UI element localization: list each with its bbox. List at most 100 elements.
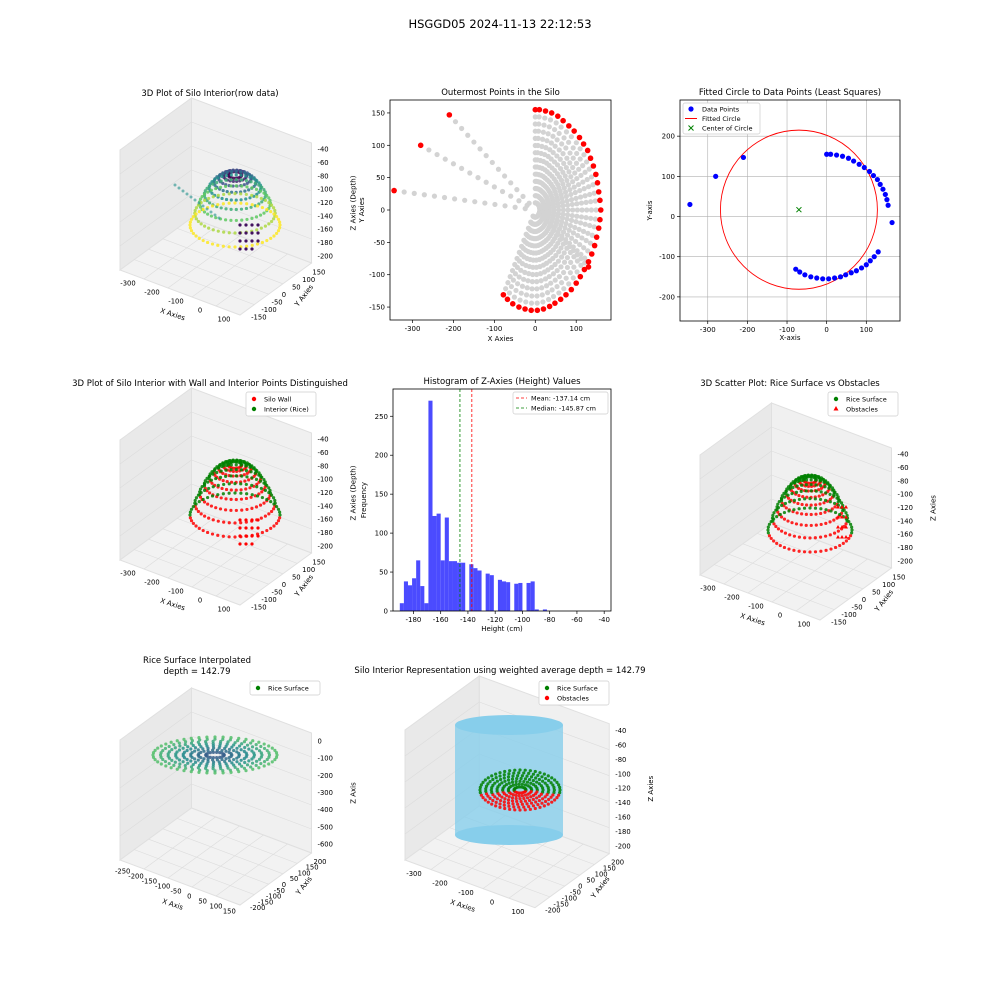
surface-point bbox=[234, 218, 238, 223]
histogram-bar bbox=[448, 561, 453, 611]
grid-line bbox=[699, 474, 772, 528]
ray-point bbox=[550, 133, 556, 139]
surface-point bbox=[498, 798, 503, 803]
surface-point bbox=[535, 780, 539, 784]
ray-point bbox=[520, 276, 527, 282]
surface-point bbox=[239, 192, 243, 196]
surface-point bbox=[491, 777, 495, 782]
chart-subtitle: depth = 142.79 bbox=[163, 667, 230, 677]
data-point bbox=[687, 201, 693, 208]
surface-point bbox=[203, 189, 207, 193]
surface-point bbox=[824, 491, 828, 495]
x-tick-label: -300 bbox=[700, 585, 715, 593]
chart-title: 3D Plot of Silo Interior with Wall and I… bbox=[72, 379, 348, 389]
surface-point bbox=[189, 759, 193, 763]
surface-point bbox=[832, 518, 836, 522]
histogram-bar bbox=[399, 603, 404, 611]
ray-point bbox=[516, 249, 522, 255]
z-tick-label: -100 bbox=[615, 770, 630, 778]
ray-point bbox=[575, 232, 581, 239]
ray-point bbox=[576, 226, 582, 233]
surface-point bbox=[502, 800, 506, 804]
surface-point bbox=[177, 758, 182, 762]
legend-marker bbox=[833, 406, 839, 411]
surface-point bbox=[220, 757, 224, 762]
surface-point bbox=[229, 468, 233, 472]
obstacle-point bbox=[840, 535, 844, 539]
surface-point bbox=[244, 487, 248, 491]
surface-point bbox=[233, 245, 237, 249]
surface-point bbox=[229, 752, 233, 756]
data-point bbox=[867, 258, 873, 264]
ray-point bbox=[512, 204, 518, 210]
ray-point bbox=[573, 140, 579, 146]
scatter-point bbox=[250, 542, 254, 546]
data-point bbox=[808, 274, 814, 280]
surface-point bbox=[278, 226, 282, 230]
obstacle-point bbox=[840, 525, 844, 529]
ray-point bbox=[549, 287, 555, 293]
ray-point bbox=[587, 222, 593, 229]
outer-point bbox=[534, 307, 541, 314]
legend-box bbox=[245, 391, 317, 417]
x-tick-label: -100 bbox=[168, 588, 183, 596]
z-tick-label: -140 bbox=[318, 502, 333, 510]
surface-point bbox=[774, 524, 778, 529]
surface-point bbox=[216, 519, 220, 523]
chart-title: 3D Scatter Plot: Rice Surface vs Obstacl… bbox=[700, 379, 880, 389]
ray-point bbox=[459, 125, 465, 132]
scatter-point bbox=[181, 189, 185, 193]
surface-point bbox=[814, 503, 818, 507]
surface-point bbox=[514, 793, 518, 798]
surface-point bbox=[201, 238, 205, 243]
surface-point bbox=[523, 793, 527, 797]
surface-point bbox=[776, 502, 780, 506]
surface-point bbox=[240, 184, 244, 188]
surface-point bbox=[817, 476, 821, 480]
obstacle-point bbox=[844, 535, 848, 539]
data-point bbox=[851, 158, 857, 164]
outer-point bbox=[576, 134, 583, 141]
z-axis-label: Z Axies bbox=[930, 495, 938, 521]
surface-point bbox=[193, 746, 198, 750]
ray-point bbox=[571, 184, 577, 190]
surface-point bbox=[260, 495, 264, 500]
surface-point bbox=[787, 547, 791, 551]
surface-point bbox=[822, 501, 826, 505]
surface-point bbox=[272, 524, 276, 528]
surface-point bbox=[244, 737, 248, 742]
surface-point bbox=[788, 533, 792, 537]
surface-point bbox=[557, 783, 561, 787]
surface-point bbox=[254, 747, 259, 751]
surface-point bbox=[224, 184, 228, 189]
ray-point bbox=[574, 213, 580, 219]
ray-point bbox=[560, 229, 567, 235]
surface-point bbox=[219, 496, 223, 500]
surface-point bbox=[506, 801, 511, 805]
surface-point bbox=[232, 757, 236, 762]
surface-point bbox=[545, 793, 549, 797]
ray-point bbox=[570, 275, 576, 281]
surface-point bbox=[481, 780, 485, 784]
ray-point bbox=[563, 275, 569, 281]
surface-point bbox=[247, 188, 251, 192]
z-tick-label: -120 bbox=[318, 199, 333, 207]
surface-point bbox=[188, 513, 192, 517]
ray-point bbox=[583, 199, 589, 205]
surface-point bbox=[494, 772, 498, 776]
ray-point bbox=[515, 281, 521, 287]
surface-point bbox=[523, 808, 527, 812]
surface-point bbox=[824, 548, 828, 552]
outer-point bbox=[587, 155, 594, 162]
ray-point bbox=[559, 141, 565, 147]
surface-point bbox=[234, 173, 238, 177]
surface-point bbox=[531, 779, 535, 783]
surface-point bbox=[254, 743, 258, 747]
surface-point bbox=[206, 190, 210, 194]
histogram-bar bbox=[444, 517, 449, 611]
ray-point bbox=[556, 274, 563, 280]
ray-point bbox=[543, 283, 550, 289]
grid-line bbox=[119, 193, 192, 247]
grid-line bbox=[191, 121, 312, 168]
surface-point bbox=[206, 502, 210, 506]
